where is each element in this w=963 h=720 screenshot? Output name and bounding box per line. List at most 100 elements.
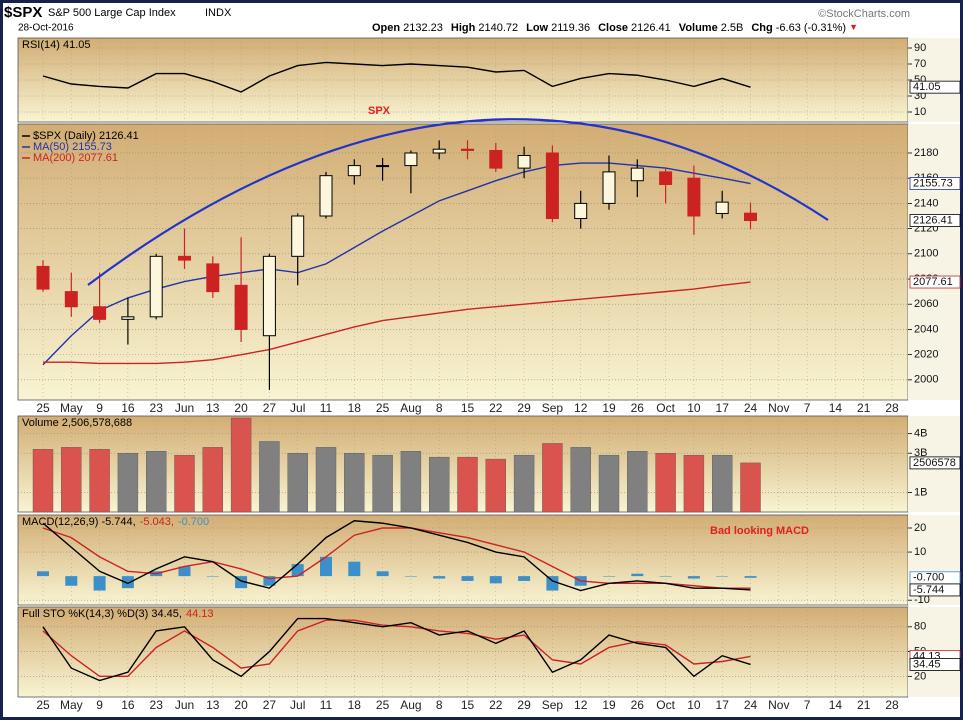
x-tick-label: 27 xyxy=(263,401,277,415)
bar xyxy=(659,576,672,577)
bar xyxy=(542,443,563,513)
bar xyxy=(570,447,591,513)
legend-entry: -0.700 xyxy=(178,516,209,528)
axis-background xyxy=(908,38,960,122)
x-tick-label: 26 xyxy=(631,401,645,415)
candle-body xyxy=(630,167,644,182)
candle-body xyxy=(489,149,503,169)
x-tick-label: 15 xyxy=(461,401,475,415)
x-tick-label: 10 xyxy=(687,401,701,415)
legend: RSI(14) 41.05 xyxy=(22,39,90,51)
candle-body xyxy=(659,171,673,185)
panel-background xyxy=(17,514,909,606)
x-axis-strip xyxy=(18,400,908,416)
y-tick-label: 2020 xyxy=(914,349,938,361)
y-tick-label: 20 xyxy=(914,522,926,534)
x-tick-label: 13 xyxy=(206,401,220,415)
y-tick-label: 90 xyxy=(914,42,926,54)
x-tick-label: 17 xyxy=(716,698,730,712)
change-arrow: ▼ xyxy=(849,22,858,32)
bar xyxy=(202,447,224,513)
x-tick-label: 22 xyxy=(489,698,503,712)
bar xyxy=(344,453,365,513)
value-box-label: 2506578 xyxy=(913,457,956,469)
line-series xyxy=(42,61,751,93)
x-tick-label: 14 xyxy=(829,698,843,712)
x-tick-label: 12 xyxy=(574,401,588,415)
value-box-label: 2155.73 xyxy=(913,177,953,189)
x-tick-label: 25 xyxy=(36,698,50,712)
candle-body xyxy=(319,175,333,217)
x-tick-label: Oct xyxy=(656,401,675,415)
bar xyxy=(489,576,502,584)
x-tick-label: 13 xyxy=(206,698,220,712)
bar xyxy=(263,576,276,586)
legend-entry: RSI(14) 41.05 xyxy=(22,39,90,51)
y-tick-label: 2140 xyxy=(914,197,938,209)
x-tick-label: 10 xyxy=(687,698,701,712)
bar xyxy=(315,447,337,513)
quote-value: 2140.72 xyxy=(478,22,518,34)
change-label: Chg xyxy=(751,22,772,34)
candle-body xyxy=(376,165,390,168)
bar xyxy=(320,556,332,577)
bar xyxy=(37,571,49,577)
quote-value: 2132.23 xyxy=(403,22,443,34)
y-tick-label: 2060 xyxy=(914,298,938,310)
bar xyxy=(627,451,648,513)
bar xyxy=(230,417,252,513)
legend: MACD(12,26,9) -5.744, -5.043, -0.700 xyxy=(22,516,209,528)
candle-body xyxy=(545,152,559,220)
quote-label: Close xyxy=(598,22,628,34)
candle-body xyxy=(93,306,107,320)
bar xyxy=(65,576,78,586)
change-value: -6.63 (-0.31%) xyxy=(776,22,846,34)
x-tick-label: 11 xyxy=(320,698,333,712)
value-box xyxy=(909,80,961,94)
candle-body xyxy=(149,255,163,318)
bar xyxy=(461,576,474,581)
x-tick-label: Jun xyxy=(175,401,194,415)
x-tick-label: 17 xyxy=(716,401,730,415)
trend-arc xyxy=(87,118,829,286)
candle-body xyxy=(744,212,757,222)
x-tick-label: 18 xyxy=(348,698,362,712)
quote-value: 2119.36 xyxy=(551,22,590,34)
candle-body xyxy=(574,202,588,220)
y-tick-label: -10 xyxy=(914,594,930,606)
x-tick-label: May xyxy=(60,401,83,415)
x-tick-label: 19 xyxy=(602,698,616,712)
bar xyxy=(429,456,450,513)
source: ©StockCharts.com xyxy=(818,8,910,20)
bar xyxy=(598,454,620,513)
value-box-label: 41.05 xyxy=(913,81,941,93)
x-tick-label: Aug xyxy=(400,698,421,712)
candle-body xyxy=(461,148,474,151)
quote-label: Open xyxy=(372,22,400,34)
legend-entry: MACD(12,26,9) -5.744, xyxy=(22,516,136,528)
bar xyxy=(259,441,280,513)
x-tick-label: Jul xyxy=(290,698,305,712)
annotation: Bad looking MACD xyxy=(710,525,809,537)
y-tick-label: 10 xyxy=(914,106,926,118)
x-tick-label: 8 xyxy=(436,698,443,712)
x-tick-label: 15 xyxy=(461,698,475,712)
candle-body xyxy=(517,155,531,169)
x-tick-label: 12 xyxy=(574,698,588,712)
value-box-label: -0.700 xyxy=(913,572,944,584)
date: 28-Oct-2016 xyxy=(18,23,74,34)
bar xyxy=(546,576,559,591)
x-tick-label: 26 xyxy=(631,698,645,712)
bar xyxy=(716,576,729,577)
x-tick-label: Aug xyxy=(400,401,421,415)
bar xyxy=(740,462,761,513)
y-tick-label: 20 xyxy=(914,670,926,682)
x-tick-label: 28 xyxy=(885,401,899,415)
bar xyxy=(400,451,422,513)
x-tick-label: Jul xyxy=(290,401,305,415)
panel-background xyxy=(17,606,909,698)
candle-body xyxy=(432,148,446,154)
candle-body xyxy=(206,263,220,293)
legend-entry: Full STO %K(14,3) %D(3) 34.45, xyxy=(22,608,182,620)
